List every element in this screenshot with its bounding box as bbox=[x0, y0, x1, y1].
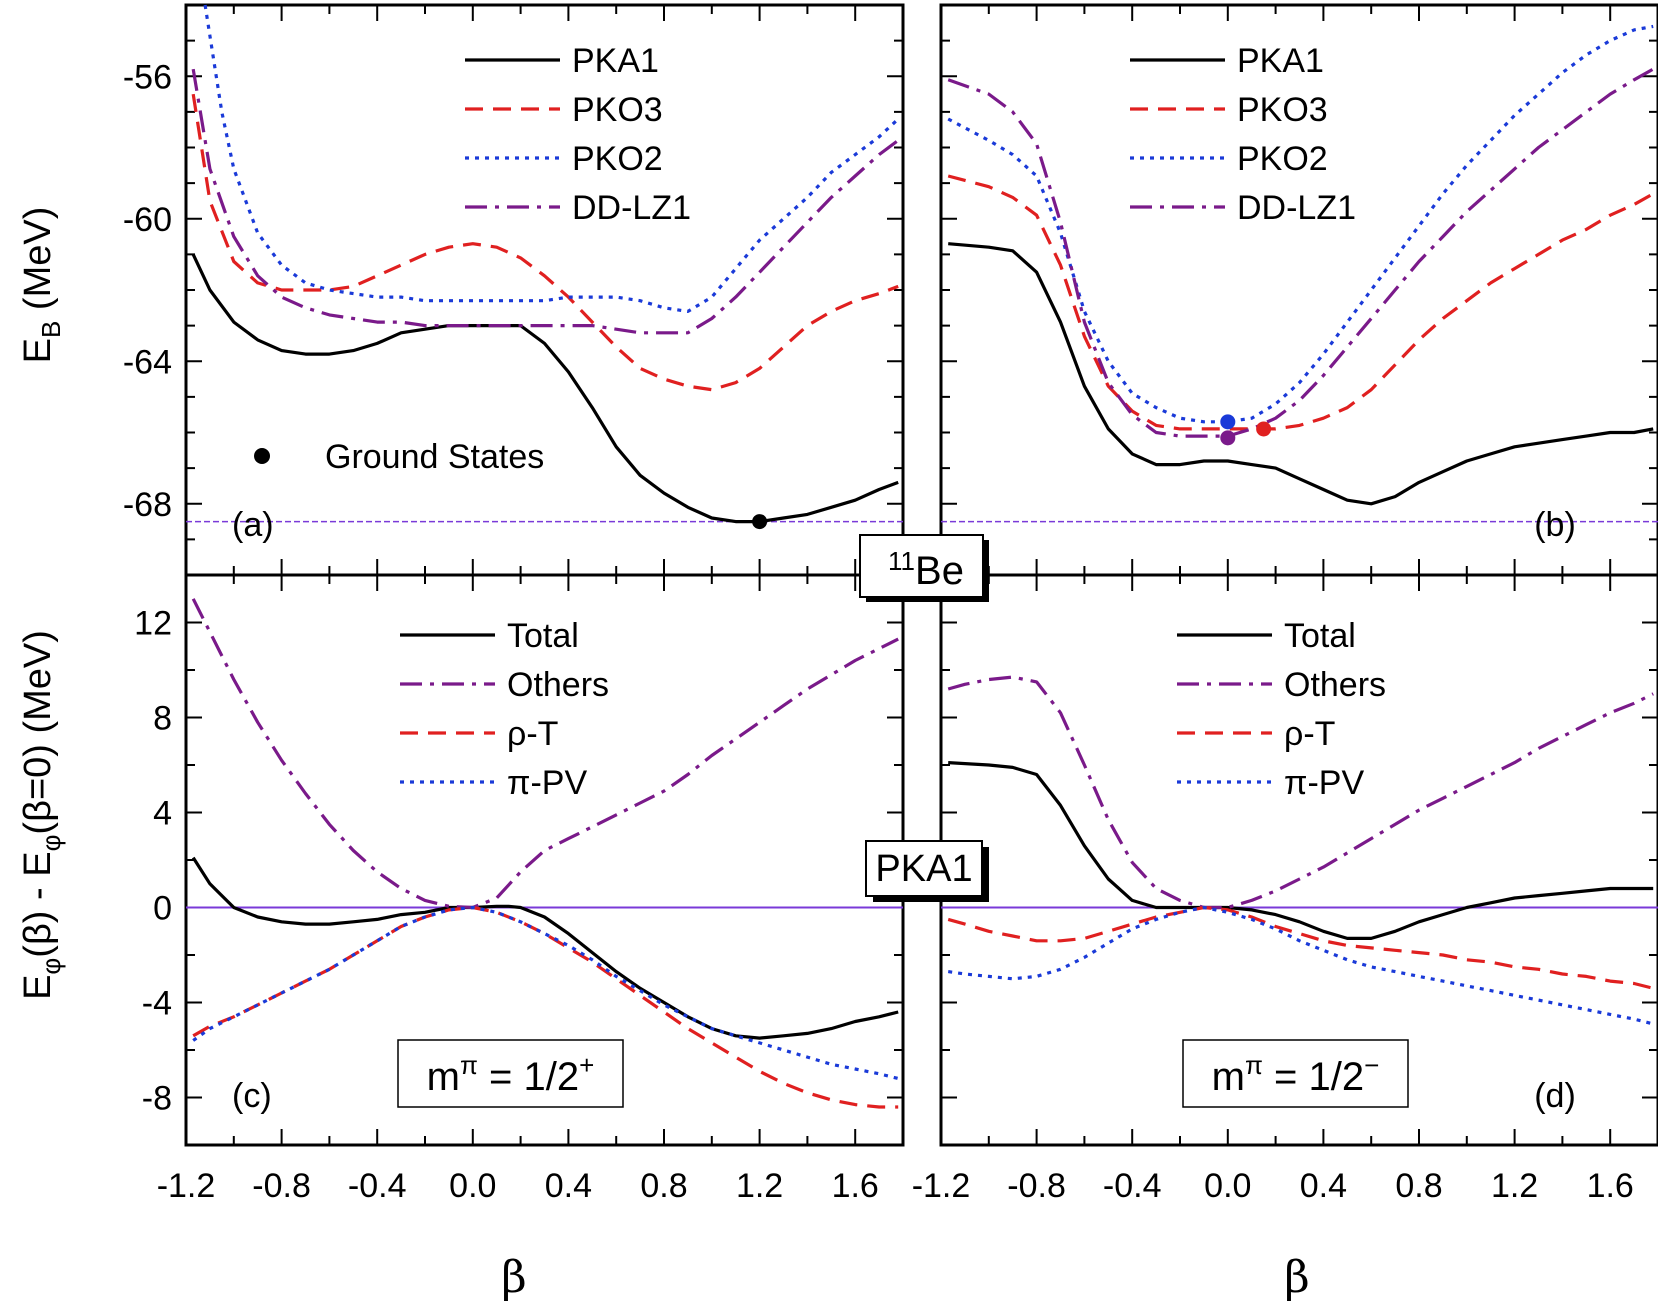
ground-state-marker bbox=[752, 514, 768, 530]
panel-label: (b) bbox=[1534, 506, 1576, 544]
svg-text:11Be: 11Be bbox=[888, 546, 964, 593]
y-tick-label: -8 bbox=[142, 1080, 172, 1118]
y-tick-label: 4 bbox=[153, 795, 172, 833]
ground-state-marker bbox=[1256, 421, 1272, 437]
panel-label: (a) bbox=[232, 506, 274, 544]
nucleus-mass: 11 bbox=[888, 546, 915, 576]
legend-label: ρ-T bbox=[1284, 715, 1335, 753]
x-tick-label: 1.2 bbox=[1491, 1167, 1538, 1205]
ground-state-legend-marker bbox=[254, 448, 270, 464]
series-line-1 bbox=[948, 242, 1654, 506]
quantum-number-box bbox=[397, 1039, 624, 1108]
series-line-3 bbox=[192, 905, 899, 1109]
legend-label: DD-LZ1 bbox=[572, 189, 691, 227]
legend-label: Others bbox=[507, 666, 609, 704]
legend-label: π-PV bbox=[1284, 764, 1364, 802]
quantum-number-label: mπ = 1/2− bbox=[1212, 1050, 1380, 1099]
nucleus-label-box: 11Be bbox=[859, 534, 989, 602]
functional-label-box: PKA1 bbox=[865, 840, 989, 902]
series-line-4 bbox=[947, 67, 1654, 438]
series-line-3 bbox=[947, 905, 1654, 990]
x-tick-label: 0.4 bbox=[545, 1167, 592, 1205]
panel-label: (c) bbox=[232, 1077, 272, 1115]
ground-states-label: Ground States bbox=[325, 438, 544, 476]
y-tick-label: -68 bbox=[123, 486, 172, 524]
quantum-number-box bbox=[1182, 1039, 1409, 1108]
panel-d: -1.2 -0.8 -0.4 0.0 0.4 0.8 1.2 1.6 Total Others ρ-… bbox=[912, 573, 1658, 1205]
y-tick-label: -4 bbox=[142, 985, 172, 1023]
functional-label: PKA1 bbox=[875, 848, 972, 890]
xlabel-right: β bbox=[1284, 1252, 1309, 1303]
x-tick-label: -1.2 bbox=[157, 1167, 216, 1205]
x-tick-label: 0.0 bbox=[449, 1167, 496, 1205]
legend-label: PKO2 bbox=[1237, 140, 1328, 178]
legend-label: PKA1 bbox=[572, 42, 659, 80]
legend-label: ρ-T bbox=[507, 715, 558, 753]
quantum-number-label: mπ = 1/2+ bbox=[427, 1050, 595, 1099]
series-line-2 bbox=[947, 675, 1654, 910]
legend-label: Total bbox=[1284, 617, 1356, 655]
y-tick-label: -56 bbox=[123, 58, 172, 96]
y-tick-label: 8 bbox=[153, 700, 172, 738]
panel-b: PKA1 PKO3 PKO2 DD-LZ1 (b) bbox=[939, 3, 1658, 577]
series-line-4 bbox=[191, 68, 900, 335]
series-line-2 bbox=[191, 598, 899, 910]
x-tick-label: -1.2 bbox=[912, 1167, 971, 1205]
y-tick-label: 0 bbox=[153, 890, 172, 928]
series-line-2 bbox=[947, 174, 1654, 431]
panel-c: -1.2 -0.8 -0.4 0.0 0.4 0.8 1.2 1.6 12 8 4 0 -4 -8 Tota… bbox=[134, 573, 905, 1205]
x-tick-label: -0.8 bbox=[1007, 1167, 1066, 1205]
legend-label: DD-LZ1 bbox=[1237, 189, 1356, 227]
y-tick-label: -64 bbox=[123, 343, 172, 381]
series-line-4 bbox=[947, 905, 1654, 1026]
ylabel-top: EB (MeV) bbox=[17, 207, 66, 364]
x-tick-label: 0.8 bbox=[640, 1167, 687, 1205]
x-tick-label: 0.8 bbox=[1395, 1167, 1442, 1205]
series-line-2 bbox=[191, 93, 899, 392]
legend-label: PKO3 bbox=[1237, 91, 1328, 129]
legend-label: PKO3 bbox=[572, 91, 663, 129]
legend-label: PKA1 bbox=[1237, 42, 1324, 80]
series-line-1 bbox=[191, 856, 899, 1040]
x-tick-label: -0.4 bbox=[348, 1167, 407, 1205]
legend-label: Others bbox=[1284, 666, 1386, 704]
series-line-1 bbox=[948, 761, 1654, 940]
y-tick-label: -60 bbox=[123, 201, 172, 239]
legend-label: π-PV bbox=[507, 764, 587, 802]
series-line-1 bbox=[191, 253, 899, 524]
panel-a: -56 -60 -64 -68 PKA1 PKO3 PKO2 DD-LZ1 (a) Ground … bbox=[123, 3, 905, 577]
legend-label: PKO2 bbox=[572, 140, 663, 178]
series-line-3 bbox=[947, 24, 1654, 424]
y-tick-label: 12 bbox=[134, 605, 172, 643]
series-line-3 bbox=[203, 4, 900, 313]
legend-label: Total bbox=[507, 617, 579, 655]
nucleus-symbol: Be bbox=[915, 549, 964, 593]
x-tick-label: 0.0 bbox=[1204, 1167, 1251, 1205]
x-tick-label: 1.2 bbox=[736, 1167, 783, 1205]
ground-state-marker bbox=[1220, 414, 1236, 430]
x-tick-label: -0.4 bbox=[1103, 1167, 1162, 1205]
x-tick-label: -0.8 bbox=[252, 1167, 311, 1205]
x-tick-label: 1.6 bbox=[832, 1167, 879, 1205]
x-tick-label: 0.4 bbox=[1300, 1167, 1347, 1205]
xlabel-left: β bbox=[501, 1252, 526, 1303]
ground-state-marker bbox=[1220, 430, 1236, 446]
panel-frame bbox=[184, 3, 905, 577]
x-tick-label: 1.6 bbox=[1587, 1167, 1634, 1205]
ylabel-bottom: Eφ(β) - Eφ(β=0) (MeV) bbox=[17, 630, 66, 1000]
panel-label: (d) bbox=[1534, 1077, 1576, 1115]
